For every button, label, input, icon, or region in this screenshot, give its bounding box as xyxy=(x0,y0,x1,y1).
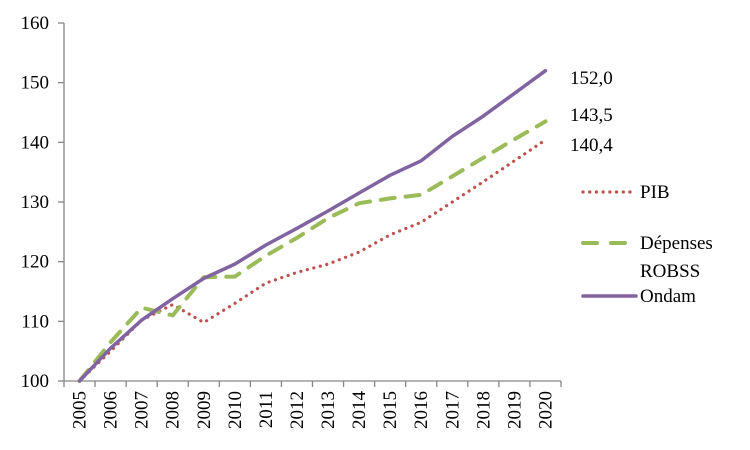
x-tick-label: 2013 xyxy=(318,391,339,429)
y-axis: 100 110 120 130 140 150 160 xyxy=(21,13,65,392)
x-tick-label: 2015 xyxy=(380,391,401,429)
x-tick-label: 2007 xyxy=(132,391,153,429)
x-tick-label: 2012 xyxy=(287,391,308,429)
x-tick-label: 2011 xyxy=(256,391,277,428)
y-tick-label: 120 xyxy=(21,252,50,273)
legend-label: PIB xyxy=(640,182,670,203)
x-axis: 2005 2006 2007 2008 2009 2010 2011 2012 2013 2014… xyxy=(63,380,562,430)
x-tick-label: 2017 xyxy=(442,391,463,429)
x-tick-label: 2009 xyxy=(194,391,215,429)
end-value-label: 143,5 xyxy=(570,105,613,126)
x-tick-label: 2018 xyxy=(473,391,494,429)
legend-label: Dépenses xyxy=(640,233,713,254)
series-layer xyxy=(77,68,548,383)
x-tick-label: 2016 xyxy=(411,391,432,429)
x-tick-label: 2014 xyxy=(349,391,370,430)
y-tick-label: 160 xyxy=(21,13,50,34)
y-tick-label: 100 xyxy=(21,371,50,392)
series-line-d-penses-robss xyxy=(77,119,548,383)
x-tick-label: 2010 xyxy=(225,391,246,429)
x-tick-label: 2006 xyxy=(101,391,122,429)
y-tick-label: 140 xyxy=(21,132,50,153)
x-tick-label: 2020 xyxy=(535,391,556,429)
y-tick-label: 150 xyxy=(21,73,50,94)
series-line-pib xyxy=(77,138,548,383)
series-line-ondam xyxy=(77,68,548,383)
y-tick-label: 110 xyxy=(21,311,49,332)
end-value-label: 140,4 xyxy=(570,135,613,156)
x-tick-label: 2019 xyxy=(504,391,525,429)
end-labels: 140,4 143,5 152,0 xyxy=(570,68,613,156)
legend-label: ROBSS xyxy=(640,261,700,282)
legend-label: Ondam xyxy=(640,286,696,307)
y-tick-label: 130 xyxy=(21,192,50,213)
end-value-label: 152,0 xyxy=(570,68,613,89)
x-tick-label: 2008 xyxy=(163,391,184,429)
legend: PIB Dépenses ROBSS Ondam xyxy=(581,182,713,307)
x-tick-label: 2005 xyxy=(70,391,91,429)
